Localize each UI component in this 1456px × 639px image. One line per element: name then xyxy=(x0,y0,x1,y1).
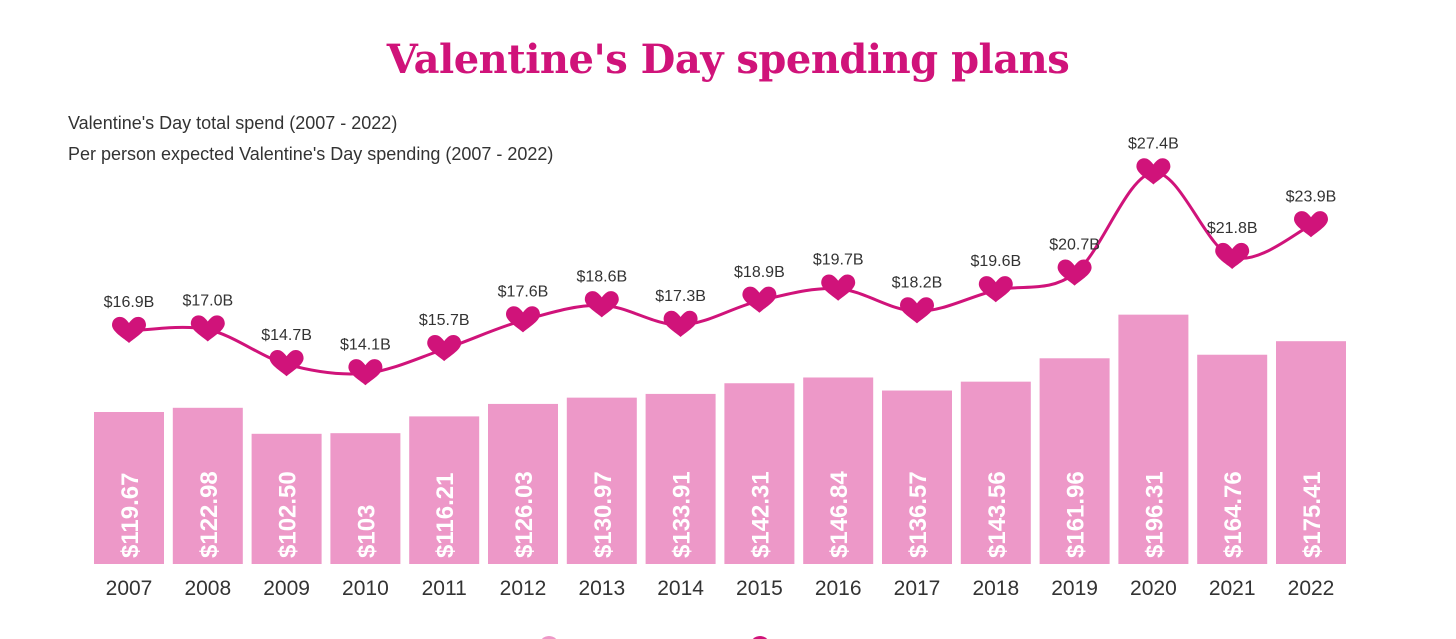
bar-2009 xyxy=(251,433,322,564)
bars-group xyxy=(94,314,1346,564)
bar-2011 xyxy=(409,416,480,564)
x-tick-label: 2015 xyxy=(736,577,783,600)
bar-2012 xyxy=(488,403,558,564)
line-value-label: $18.6B xyxy=(576,268,627,285)
x-tick-label: 2018 xyxy=(972,577,1019,600)
heart-marker-2014 xyxy=(663,310,698,337)
heart-marker-2009 xyxy=(269,350,304,377)
line-value-label: $16.9B xyxy=(104,294,155,311)
x-tick-label: 2017 xyxy=(894,577,941,600)
line-value-label: $14.1B xyxy=(340,336,391,353)
heart-marker-2021 xyxy=(1215,242,1250,270)
x-tick-label: 2019 xyxy=(1051,577,1098,600)
x-axis-ticks: 2007 2008 2009 2010 2011 2012 2013 2014 2015 2016… xyxy=(106,577,1335,600)
bar-value-label: $103 xyxy=(353,505,380,558)
line-value-label: $20.7B xyxy=(1049,237,1100,254)
heart-marker-2010 xyxy=(348,359,383,386)
bar-value-label: $175.41 xyxy=(1299,471,1326,558)
line-value-label: $23.9B xyxy=(1286,188,1337,205)
bar-value-label: $102.50 xyxy=(275,471,302,558)
line-value-label: $15.7B xyxy=(419,312,470,329)
heart-marker-2012 xyxy=(506,306,540,333)
heart-marker-2017 xyxy=(900,297,934,324)
bar-2016 xyxy=(803,377,874,564)
bar-value-label: $122.98 xyxy=(196,471,223,558)
x-tick-label: 2021 xyxy=(1209,577,1256,600)
bar-2015 xyxy=(724,383,795,564)
legend-swatch-total-spend xyxy=(541,636,557,639)
heart-marker-2007 xyxy=(112,316,146,343)
bar-value-label: $146.84 xyxy=(826,471,853,558)
bar-2014 xyxy=(645,393,716,564)
x-tick-label: 2022 xyxy=(1288,577,1335,600)
bar-value-label: $142.31 xyxy=(747,471,774,558)
bar-2020 xyxy=(1118,314,1189,564)
bar-value-label: $126.03 xyxy=(511,471,538,558)
heart-marker-2016 xyxy=(821,274,856,301)
bar-2019 xyxy=(1039,358,1110,564)
heart-marker-2020 xyxy=(1136,158,1171,185)
x-tick-label: 2020 xyxy=(1130,577,1177,600)
heart-marker-2022 xyxy=(1294,211,1328,238)
bar-value-label: $119.67 xyxy=(117,473,144,558)
bar-2018 xyxy=(960,381,1031,564)
bar-value-label: $136.57 xyxy=(905,471,932,558)
x-tick-label: 2012 xyxy=(500,577,547,600)
heart-marker-2019 xyxy=(1057,259,1092,286)
bar-value-label: $133.91 xyxy=(669,471,696,558)
bar-2022 xyxy=(1276,341,1346,564)
bar-2007 xyxy=(94,412,164,564)
x-tick-label: 2014 xyxy=(657,577,704,600)
heart-marker-2018 xyxy=(978,276,1013,303)
bar-value-label: $196.31 xyxy=(1141,471,1168,558)
legend-per-person: Per person expected Valentine's Day spen… xyxy=(68,144,554,164)
line-value-label: $19.6B xyxy=(970,253,1021,270)
bar-2008 xyxy=(172,407,243,564)
total-spend-line xyxy=(128,170,1312,376)
x-tick-label: 2011 xyxy=(422,577,467,600)
bar-value-label: $164.76 xyxy=(1220,471,1247,558)
bar-2010 xyxy=(330,433,401,564)
heart-marker-2008 xyxy=(190,315,225,342)
x-tick-label: 2013 xyxy=(578,577,625,600)
bar-value-label: $161.96 xyxy=(1063,471,1090,558)
line-value-label: $18.9B xyxy=(734,264,785,281)
heart-markers-group xyxy=(112,158,1328,386)
line-value-label: $17.6B xyxy=(498,283,549,300)
line-value-label: $14.7B xyxy=(261,327,312,344)
heart-marker-2015 xyxy=(742,286,777,313)
x-tick-label: 2010 xyxy=(342,577,389,600)
bar-labels-group: $119.67 $122.98 $102.50 $103 $116.21 $126.03 $… xyxy=(117,471,1326,558)
line-labels-group: $16.9B $17.0B $14.7B $14.1B $15.7B $17.6B $18.… xyxy=(104,135,1337,353)
bar-2013 xyxy=(566,397,637,564)
x-tick-label: 2008 xyxy=(184,577,231,600)
bar-value-label: $143.56 xyxy=(984,471,1011,558)
line-value-label: $17.0B xyxy=(182,292,233,309)
x-tick-label: 2007 xyxy=(106,577,153,600)
heart-marker-2013 xyxy=(584,291,619,318)
bar-2017 xyxy=(882,390,952,564)
line-value-label: $27.4B xyxy=(1128,135,1179,152)
line-value-label: $17.3B xyxy=(655,288,706,305)
x-tick-label: 2016 xyxy=(815,577,862,600)
bar-value-label: $130.97 xyxy=(590,471,617,558)
line-value-label: $21.8B xyxy=(1207,220,1258,237)
line-value-label: $19.7B xyxy=(813,252,864,269)
line-value-label: $18.2B xyxy=(892,274,943,291)
legend-swatch-per-person xyxy=(752,636,768,639)
legend-total-spend: Valentine's Day total spend (2007 - 2022… xyxy=(68,113,398,133)
x-tick-label: 2009 xyxy=(263,577,310,600)
bar-value-label: $116.21 xyxy=(432,473,459,558)
chart-title: Valentine's Day spending plans xyxy=(386,36,1070,83)
heart-marker-2011 xyxy=(427,334,462,362)
bottom-legend xyxy=(541,636,768,639)
bar-2021 xyxy=(1197,354,1268,564)
